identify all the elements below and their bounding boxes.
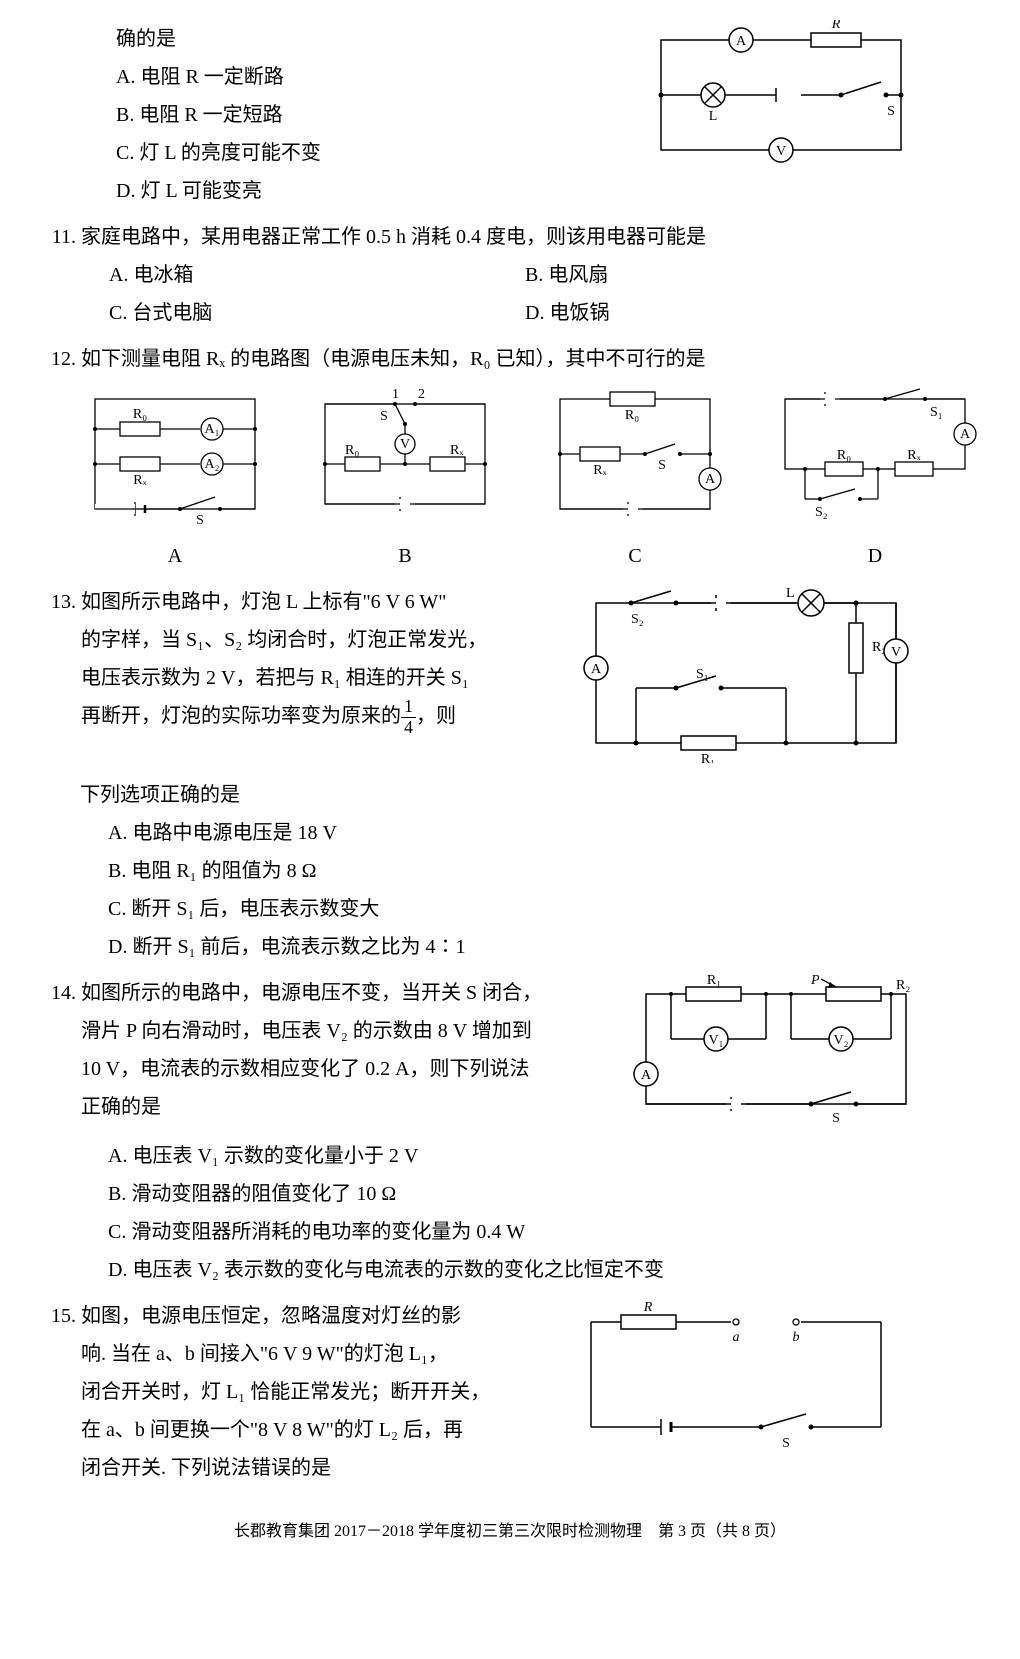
q13-opt-D: D. 断开 S₁ 前后，电流表示数之比为 4∶1 [80, 928, 980, 966]
svg-text:A: A [736, 34, 747, 49]
q15-stem1: 如图，电源电压恒定，忽略温度对灯丝的影 [81, 1297, 561, 1335]
q12-label-B: B [310, 537, 500, 575]
q13-opt-B: B. 电阻 R₁ 的阻值为 8 Ω [80, 852, 980, 890]
svg-text:S₁: S₁ [930, 405, 943, 420]
question-15: 15. 如图，电源电压恒定，忽略温度对灯丝的影 响. 当在 a、b 间接入"6 … [40, 1297, 980, 1487]
svg-text:A: A [960, 427, 971, 442]
svg-text:S₁: S₁ [696, 667, 709, 682]
svg-text:S: S [832, 1111, 840, 1124]
q14-opt-B: B. 滑动变阻器的阻值变化了 10 Ω [80, 1175, 980, 1213]
q10-opt-D: D. 灯 L 可能变亮 [116, 172, 636, 210]
q14-stem4: 正确的是 [81, 1088, 621, 1126]
svg-text:S: S [380, 409, 388, 424]
svg-text:R₀: R₀ [345, 443, 359, 458]
q11-opt-C: C. 台式电脑 [109, 294, 525, 332]
svg-text:L: L [786, 586, 795, 601]
q13-stem4: 再断开，灯泡的实际功率变为原来的14，则 [81, 697, 571, 738]
q11-number: 11. [40, 218, 76, 256]
svg-text:R₁: R₁ [707, 974, 721, 988]
svg-text:S₂: S₂ [631, 612, 644, 627]
svg-text:S: S [782, 1436, 790, 1451]
q10-opt-C: C. 灯 L 的亮度可能不变 [116, 134, 636, 172]
question-14: 14. 如图所示的电路中，电源电压不变，当开关 S 闭合， 滑片 P 向右滑动时… [40, 974, 980, 1289]
q14-stem3: 10 V，电流表的示数相应变化了 0.2 A，则下列说法 [81, 1050, 621, 1088]
question-10-continuation: 确的是 A. 电阻 R 一定断路 B. 电阻 R 一定短路 C. 灯 L 的亮度… [40, 20, 980, 210]
svg-text:Rₓ: Rₓ [907, 448, 921, 463]
q11-opt-A: A. 电冰箱 [109, 256, 525, 294]
q11-opt-B: B. 电风扇 [525, 256, 941, 294]
q14-opt-C: C. 滑动变阻器所消耗的电功率的变化量为 0.4 W [80, 1213, 980, 1251]
q13-opt-A: A. 电路中电源电压是 18 V [80, 814, 980, 852]
q12-label-A: A [80, 537, 270, 575]
svg-text:V: V [400, 437, 410, 452]
svg-text:R₀: R₀ [133, 407, 147, 422]
q15-stem3: 闭合开关时，灯 L₁ 恰能正常发光；断开开关， [81, 1373, 561, 1411]
svg-text:R: R [643, 1300, 653, 1315]
q12-diagram-B: 1 2 S V R₀ Rₓ [310, 384, 500, 575]
svg-text:A: A [641, 1068, 652, 1083]
page-footer: 长郡教育集团 2017－2018 学年度初三第三次限时检测物理 第 3 页（共 … [40, 1517, 980, 1547]
q12-label-D: D [770, 537, 980, 575]
svg-text:a: a [733, 1330, 740, 1345]
svg-text:V₁: V₁ [709, 1033, 724, 1048]
svg-text:1: 1 [392, 387, 399, 402]
svg-text:A: A [591, 662, 602, 677]
q12-number: 12. [40, 340, 76, 378]
q14-stem2: 滑片 P 向右滑动时，电压表 V₂ 的示数由 8 V 增加到 [81, 1012, 621, 1050]
q12-diagram-C: R₀ Rₓ S A [540, 384, 730, 575]
q14-opt-D: D. 电压表 V₂ 表示数的变化与电流表的示数的变化之比恒定不变 [80, 1251, 980, 1289]
q15-stem4: 在 a、b 间更换一个"8 V 8 W"的灯 L₂ 后，再 [81, 1411, 561, 1449]
q15-stem2: 响. 当在 a、b 间接入"6 V 9 W"的灯泡 L₁， [81, 1335, 561, 1373]
q10-circuit-diagram: A R L S V [641, 20, 921, 183]
q12-stem: 如下测量电阻 Rₓ 的电路图（电源电压未知，R₀ 已知），其中不可行的是 [81, 340, 941, 378]
svg-text:V₂: V₂ [834, 1033, 849, 1048]
svg-text:V: V [776, 144, 786, 159]
q11-opt-D: D. 电饭锅 [525, 294, 941, 332]
svg-text:Rₓ: Rₓ [133, 473, 147, 488]
svg-text:R: R [831, 20, 841, 32]
svg-text:S: S [658, 458, 666, 473]
svg-text:Rₓ: Rₓ [450, 443, 464, 458]
q14-number: 14. [40, 974, 76, 1012]
q10-stem-cont: 确的是 [116, 20, 636, 58]
question-13: 13. 如图所示电路中，灯泡 L 上标有"6 V 6 W" 的字样，当 S₁、S… [40, 583, 980, 966]
q15-stem5: 闭合开关. 下列说法错误的是 [81, 1449, 561, 1487]
svg-text:L: L [709, 109, 718, 124]
q13-number: 13. [40, 583, 76, 621]
svg-text:2: 2 [418, 387, 425, 402]
svg-text:b: b [793, 1330, 800, 1345]
q13-stem5: 下列选项正确的是 [80, 776, 980, 814]
q13-stem1: 如图所示电路中，灯泡 L 上标有"6 V 6 W" [81, 583, 571, 621]
q15-number: 15. [40, 1297, 76, 1335]
svg-text:S: S [887, 104, 895, 119]
svg-text:V: V [891, 645, 901, 660]
svg-text:R₁: R₁ [701, 752, 715, 763]
svg-text:S: S [196, 513, 204, 524]
q12-label-C: C [540, 537, 730, 575]
q13-stem2: 的字样，当 S₁、S₂ 均闭合时，灯泡正常发光， [81, 621, 571, 659]
q14-opt-A: A. 电压表 V₁ 示数的变化量小于 2 V [80, 1137, 980, 1175]
q13-circuit-diagram: S₂ L R₂ V A [576, 583, 916, 776]
question-11: 11. 家庭电路中，某用电器正常工作 0.5 h 消耗 0.4 度电，则该用电器… [40, 218, 980, 332]
q14-stem1: 如图所示的电路中，电源电压不变，当开关 S 闭合， [81, 974, 621, 1012]
q10-opt-A: A. 电阻 R 一定断路 [116, 58, 636, 96]
q12-diagram-D: S₁ A R₀ Rₓ S₂ D [770, 384, 980, 575]
q10-opt-B: B. 电阻 R 一定短路 [116, 96, 636, 134]
svg-text:R₀: R₀ [837, 448, 851, 463]
svg-text:A₁: A₁ [205, 422, 220, 437]
svg-text:S₂: S₂ [815, 505, 828, 520]
q15-circuit-diagram: R a b S [566, 1297, 906, 1470]
svg-text:R₂: R₂ [896, 978, 910, 993]
svg-text:A₂: A₂ [205, 457, 220, 472]
q13-stem3: 电压表示数为 2 V，若把与 R₁ 相连的开关 S₁ [81, 659, 571, 697]
q14-circuit-diagram: R₁ R₂ P V₁ V₂ A [626, 974, 926, 1137]
question-12: 12. 如下测量电阻 Rₓ 的电路图（电源电压未知，R₀ 已知），其中不可行的是… [40, 340, 980, 575]
svg-text:Rₓ: Rₓ [593, 463, 607, 478]
q13-opt-C: C. 断开 S₁ 后，电压表示数变大 [80, 890, 980, 928]
q11-stem: 家庭电路中，某用电器正常工作 0.5 h 消耗 0.4 度电，则该用电器可能是 [81, 218, 941, 256]
svg-text:A: A [705, 472, 716, 487]
svg-text:R₀: R₀ [625, 408, 639, 423]
svg-text:P: P [810, 974, 820, 988]
q12-diagram-A: R₀ A₁ Rₓ A₂ [80, 384, 270, 575]
